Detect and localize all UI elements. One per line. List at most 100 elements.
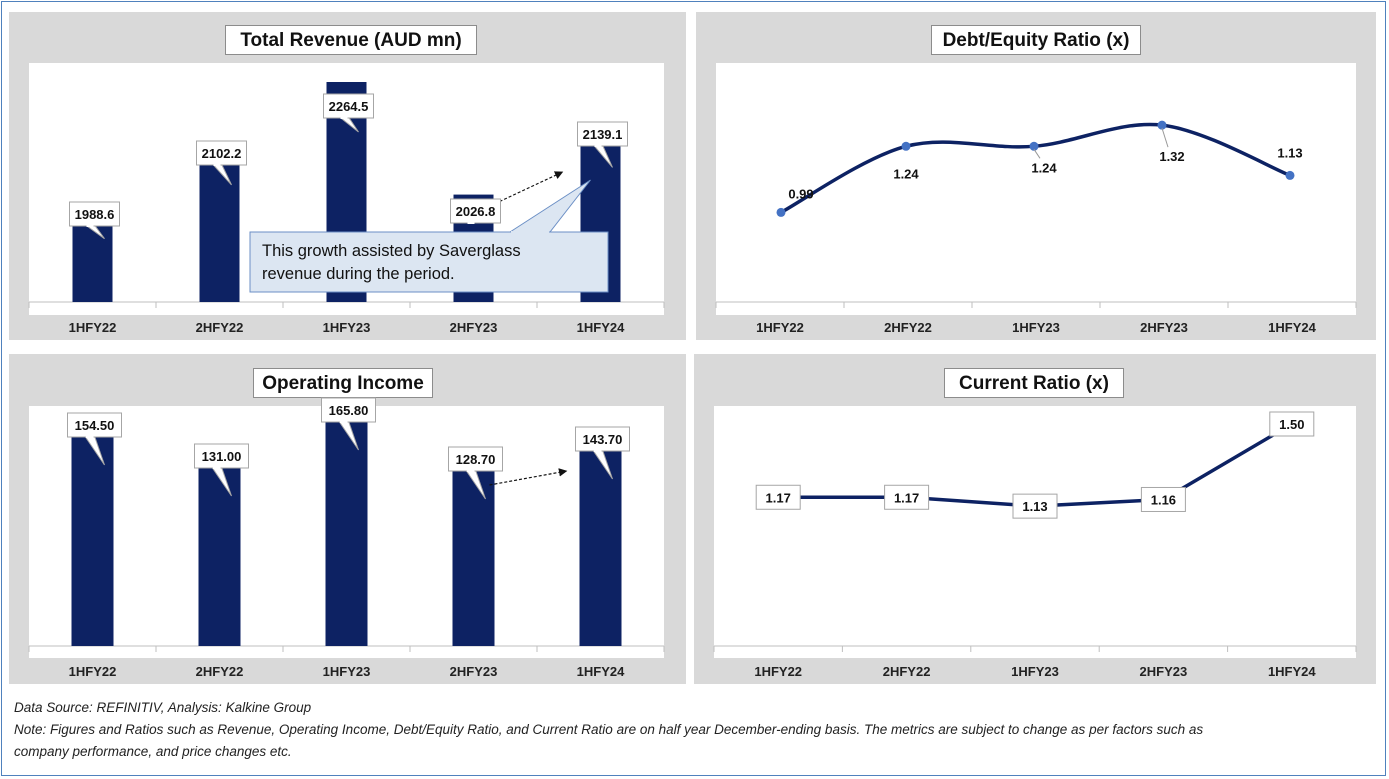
data-label-box [323, 93, 374, 119]
data-label: 143.70 [583, 432, 623, 447]
x-tick-label: 1HFY23 [323, 320, 371, 335]
debt-equity-point [1157, 120, 1167, 130]
data-label: 1.32 [1159, 149, 1184, 164]
debt-equity-panel: Debt/Equity Ratio (x) 1HFY22 2HFY22 1HFY23… [696, 12, 1376, 340]
x-tick-label: 2HFY22 [883, 664, 931, 679]
data-label-box [884, 484, 930, 510]
footer-source: Data Source: REFINITIV, Analysis: Kalkin… [14, 700, 312, 715]
debt-equity-chart-title: Debt/Equity Ratio (x) [931, 25, 1141, 55]
data-label-leader [1161, 128, 1169, 148]
trend-arrow [489, 468, 568, 486]
x-tick-label: 2HFY23 [1140, 664, 1188, 679]
callout-text: This growth assisted by Saverglass [262, 242, 521, 260]
data-label: 131.00 [202, 449, 242, 464]
debt-equity-point [776, 207, 786, 217]
x-tick-label: 1HFY24 [577, 320, 625, 335]
data-label: 165.80 [329, 403, 369, 418]
revenue-chart: 1HFY22 2HFY22 1HFY23 2HFY23 1HFY24 This growt… [28, 82, 665, 335]
x-tick-label: 1HFY24 [1268, 664, 1316, 679]
data-label-leader [1033, 149, 1041, 159]
x-tick-label: 1HFY23 [1011, 664, 1059, 679]
data-label: 1988.6 [75, 207, 115, 222]
operating-income-bar [325, 420, 368, 646]
data-label: 1.24 [893, 166, 919, 181]
operating-income-bar [579, 450, 622, 646]
data-label-box [577, 121, 628, 147]
data-label-box [194, 443, 249, 469]
operating-income-chart-title: Operating Income [253, 368, 433, 398]
data-label: 2102.2 [202, 146, 242, 161]
data-label: 1.17 [894, 490, 919, 505]
debt-equity-point [901, 141, 911, 151]
data-label: 1.24 [1031, 160, 1057, 175]
data-label-pointer-join [466, 469, 475, 472]
x-tick-label: 2HFY23 [450, 320, 498, 335]
operating-income-bar [71, 435, 114, 646]
x-tick-label: 1HFY22 [756, 320, 804, 335]
data-label-pointer-join [85, 435, 94, 438]
x-tick-label: 2HFY23 [1140, 320, 1188, 335]
footer: Data Source: REFINITIV, Analysis: Kalkin… [14, 697, 1374, 763]
data-label: 0.99 [788, 186, 813, 201]
operating-income-bar [198, 467, 241, 646]
data-label-box [1269, 411, 1315, 437]
data-label-box [69, 201, 120, 227]
data-label: 2026.8 [456, 204, 496, 219]
data-label: 128.70 [456, 452, 496, 467]
data-label-box [755, 484, 801, 510]
data-label-pointer-join [86, 224, 94, 227]
current-ratio-chart-title: Current Ratio (x) [944, 368, 1124, 398]
data-label: 1.16 [1151, 492, 1176, 507]
x-tick-label: 1HFY22 [69, 664, 117, 679]
x-tick-label: 1HFY23 [1012, 320, 1060, 335]
x-tick-label: 1HFY22 [754, 664, 802, 679]
data-label-box [321, 397, 376, 423]
data-label: 2139.1 [583, 127, 623, 142]
x-tick-label: 1HFY24 [577, 664, 625, 679]
debt-equity-point [1029, 141, 1039, 151]
data-label: 2264.5 [329, 99, 369, 114]
revenue-bar [199, 158, 240, 302]
data-label-box [575, 426, 630, 452]
x-tick-label: 1HFY22 [69, 320, 117, 335]
data-label-box [450, 198, 501, 224]
data-label: 1.13 [1277, 145, 1302, 160]
revenue-panel: Total Revenue (AUD mn) 1HFY22 2HFY22 1HFY2… [9, 12, 686, 340]
x-tick-label: 2HFY22 [196, 320, 244, 335]
operating-income-panel: Operating Income 1HFY22 2HFY22 1HFY23 2HFY2… [9, 354, 686, 684]
data-label-box [196, 140, 247, 166]
debt-equity-point [1285, 170, 1295, 180]
current-ratio-panel: Current Ratio (x) 1HFY22 2HFY22 1HFY23 2HFY… [694, 354, 1376, 684]
data-label: 1.17 [766, 490, 791, 505]
data-label-pointer-join [212, 466, 221, 469]
data-label-pointer-join [213, 163, 221, 166]
x-tick-label: 1HFY24 [1268, 320, 1316, 335]
data-label-pointer-join [593, 449, 602, 452]
data-label-pointer-join [467, 221, 475, 224]
x-tick-label: 2HFY23 [450, 664, 498, 679]
data-label: 1.13 [1022, 499, 1047, 514]
data-label-pointer-join [340, 116, 348, 119]
debt-equity-chart: 1HFY22 2HFY22 1HFY23 2HFY23 1HFY24 0.99 1.24 1.… [715, 120, 1357, 335]
data-label-pointer-join [339, 420, 348, 423]
operating-income-bar [452, 470, 495, 646]
footer-note-line2: company performance, and price changes e… [14, 744, 292, 759]
data-label: 1.50 [1279, 417, 1304, 432]
callout-box [249, 231, 609, 293]
callout-pointer-join [511, 231, 549, 234]
data-label-box [67, 412, 122, 438]
footer-note-line1: Note: Figures and Ratios such as Revenue… [14, 722, 1204, 737]
data-label: 154.50 [75, 418, 115, 433]
operating-income-chart: 1HFY22 2HFY22 1HFY23 2HFY23 1HFY24 154.50 131.… [28, 397, 665, 679]
x-tick-label: 2HFY22 [884, 320, 932, 335]
revenue-chart-title: Total Revenue (AUD mn) [225, 25, 477, 55]
data-label-box [448, 446, 503, 472]
x-tick-label: 2HFY22 [196, 664, 244, 679]
data-label-box [1012, 493, 1058, 519]
callout-text: revenue during the period. [262, 265, 455, 283]
data-label-pointer-join [594, 144, 602, 147]
data-label-box [1140, 486, 1186, 512]
current-ratio-chart: 1HFY22 2HFY22 1HFY23 2HFY23 1HFY24 1.17 1.17 1.… [713, 411, 1357, 679]
callout-pointer [508, 179, 591, 233]
